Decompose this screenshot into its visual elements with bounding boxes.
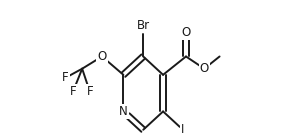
Text: O: O xyxy=(181,26,191,39)
Text: N: N xyxy=(119,105,128,118)
Text: F: F xyxy=(62,71,69,84)
Text: F: F xyxy=(86,85,93,98)
Text: Br: Br xyxy=(137,19,150,32)
Text: F: F xyxy=(70,85,76,98)
Text: O: O xyxy=(97,50,107,63)
Text: I: I xyxy=(181,123,185,136)
Text: O: O xyxy=(200,62,209,75)
